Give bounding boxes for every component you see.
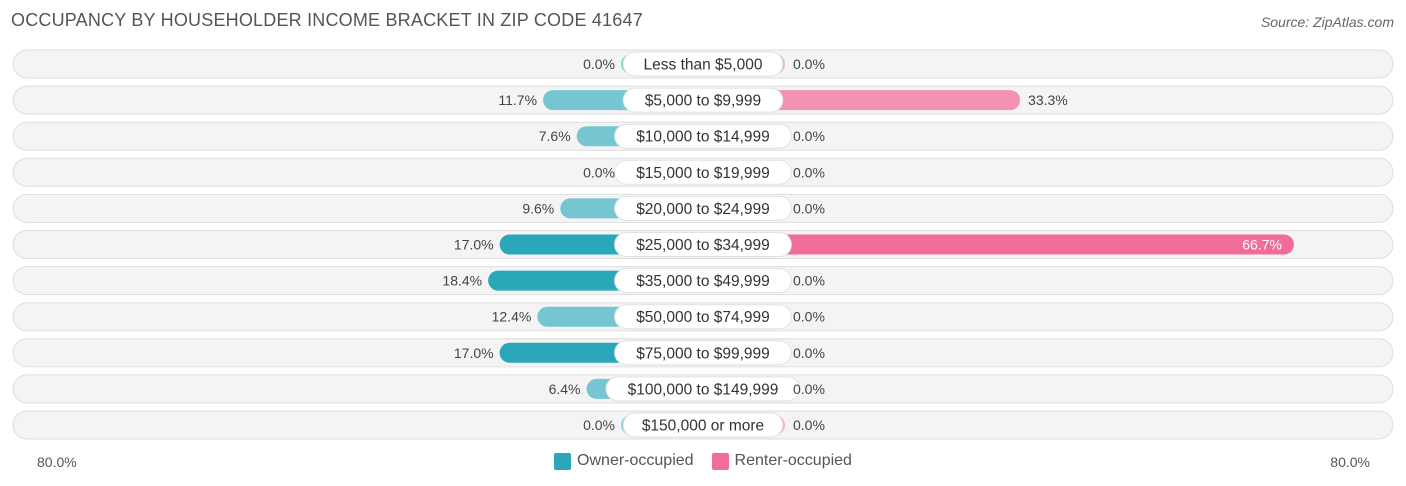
bar-chart: Less than $5,000 0.0% 0.0% $5,000 to $9,999… <box>12 49 1394 440</box>
category-label-bg <box>614 195 792 221</box>
category-label: $100,000 to $149,999 <box>628 381 779 398</box>
category-label-bg <box>614 232 792 257</box>
category-label: $35,000 to $49,999 <box>636 273 770 290</box>
category-label-bg <box>614 304 792 330</box>
category-label-bg <box>605 376 801 402</box>
category-label-bg <box>614 268 792 294</box>
category-label-bg <box>614 159 792 185</box>
renter-bar <box>703 234 1294 255</box>
owner-value-label: 6.4% <box>549 381 581 397</box>
renter-value-label: 0.0% <box>793 164 825 180</box>
renter-value-label: 0.0% <box>793 381 825 397</box>
legend: Owner-occupied Renter-occupied <box>0 452 1406 470</box>
legend-label-renter: Renter-occupied <box>734 452 852 469</box>
category-label: $50,000 to $74,999 <box>636 309 770 326</box>
renter-value-label: 0.0% <box>793 417 825 433</box>
owner-value-label: 9.6% <box>522 200 554 216</box>
category-label: $150,000 or more <box>642 418 764 435</box>
owner-value-label: 11.7% <box>498 92 537 108</box>
category-label: Less than $5,000 <box>644 57 763 74</box>
legend-item-renter: Renter-occupied <box>711 452 852 470</box>
legend-swatch-renter <box>711 452 729 470</box>
owner-value-label: 18.4% <box>442 273 482 289</box>
category-label-bg <box>622 412 784 438</box>
axis-left-label: 80.0% <box>37 454 77 470</box>
category-label: $5,000 to $9,999 <box>645 93 761 110</box>
owner-value-label: 0.0% <box>583 164 615 180</box>
owner-value-label: 7.6% <box>539 128 571 144</box>
category-label-bg <box>614 123 792 149</box>
legend-label-owner: Owner-occupied <box>577 452 694 469</box>
renter-value-label: 0.0% <box>793 345 825 361</box>
category-label-bg <box>622 87 784 113</box>
category-label: $15,000 to $19,999 <box>636 165 770 182</box>
legend-swatch-owner <box>554 452 572 470</box>
category-label: $20,000 to $24,999 <box>636 201 770 218</box>
renter-value-label: 66.7% <box>1242 237 1282 253</box>
renter-value-label: 0.0% <box>793 200 825 216</box>
owner-value-label: 12.4% <box>492 309 532 325</box>
category-label-bg <box>614 340 792 366</box>
renter-value-label: 0.0% <box>793 273 825 289</box>
renter-value-label: 33.3% <box>1028 92 1068 108</box>
category-label-bg <box>622 51 784 77</box>
category-label: $25,000 to $34,999 <box>636 237 770 254</box>
owner-value-label: 17.0% <box>454 237 494 253</box>
category-label: $10,000 to $14,999 <box>636 129 770 146</box>
axis-right-label: 80.0% <box>1330 454 1370 470</box>
renter-value-label: 0.0% <box>793 128 825 144</box>
owner-value-label: 0.0% <box>583 417 615 433</box>
owner-value-label: 17.0% <box>454 345 494 361</box>
chart-title: OCCUPANCY BY HOUSEHOLDER INCOME BRACKET … <box>11 10 643 30</box>
renter-value-label: 0.0% <box>793 309 825 325</box>
category-label: $75,000 to $99,999 <box>636 345 770 362</box>
legend-item-owner: Owner-occupied <box>554 452 694 470</box>
source-note: Source: ZipAtlas.com <box>1260 14 1394 30</box>
owner-value-label: 0.0% <box>583 56 615 72</box>
renter-value-label: 0.0% <box>793 56 825 72</box>
